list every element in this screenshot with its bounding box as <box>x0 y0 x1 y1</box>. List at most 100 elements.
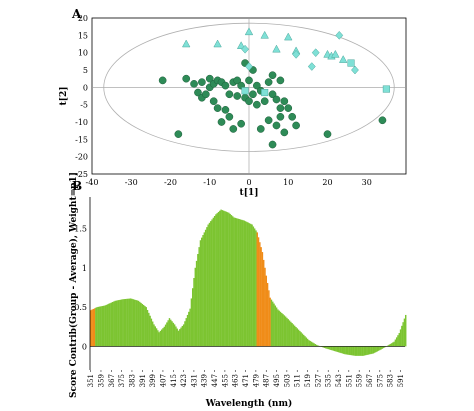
bar <box>195 260 198 347</box>
bar <box>346 346 349 355</box>
bar <box>106 304 109 347</box>
bar <box>250 223 252 347</box>
y-tick-label: -15 <box>75 135 88 144</box>
bar <box>149 315 151 347</box>
point-circle <box>221 81 230 90</box>
panel-a-x-tick-labels: -40 -30 -20 -10 0 10 20 30 <box>86 178 372 187</box>
panel-a-points <box>158 27 390 149</box>
point-circle <box>378 116 387 125</box>
x-tick-label: 375 <box>118 374 126 387</box>
x-tick-label: 495 <box>273 374 281 387</box>
point-diamond <box>241 44 250 54</box>
bar <box>374 346 376 353</box>
bar <box>380 346 382 350</box>
bar <box>151 321 154 347</box>
bar <box>171 321 173 347</box>
bar <box>217 211 220 347</box>
point-triangle <box>244 27 254 36</box>
point-diamond <box>292 50 301 59</box>
point-circle <box>256 125 265 133</box>
bar <box>262 259 265 347</box>
point-diamond <box>335 30 344 40</box>
x-tick-label: 359 <box>97 374 105 387</box>
bar <box>203 232 206 347</box>
point-circle <box>245 76 253 85</box>
bar <box>111 301 114 347</box>
bar <box>122 299 124 347</box>
bar <box>326 346 328 349</box>
bar <box>154 326 156 347</box>
bar <box>96 307 98 347</box>
panel-b-bars <box>90 209 407 356</box>
bar <box>185 318 187 347</box>
hotelling-ellipse <box>103 22 395 152</box>
bar <box>292 324 295 347</box>
bar <box>145 307 147 347</box>
bar <box>212 217 215 347</box>
bar <box>282 314 284 347</box>
bar <box>172 322 175 347</box>
x-tick-label: 591 <box>397 374 405 387</box>
bar <box>190 298 193 347</box>
bar <box>176 328 178 347</box>
bar <box>383 346 385 348</box>
bar <box>118 300 120 347</box>
x-tick-label: 455 <box>221 374 229 387</box>
point-triangle <box>331 49 340 58</box>
x-tick-label: -20 <box>164 178 177 187</box>
bar <box>109 303 111 347</box>
x-tick-label: 423 <box>180 374 188 387</box>
bar <box>349 346 351 356</box>
point-square <box>382 85 390 93</box>
point-circle <box>233 92 242 100</box>
bar <box>221 210 224 347</box>
bar <box>128 298 131 347</box>
bar <box>366 346 368 355</box>
bar <box>367 346 369 355</box>
x-tick-label: 439 <box>201 374 209 387</box>
bar <box>93 308 96 347</box>
point-diamond <box>307 62 316 71</box>
bar <box>257 237 260 347</box>
bar <box>226 212 229 347</box>
bar <box>266 282 269 347</box>
bar <box>303 334 305 347</box>
x-tick-label: 559 <box>356 374 364 387</box>
bar <box>390 343 393 347</box>
x-tick-label: 10 <box>283 178 293 187</box>
bar <box>403 318 406 347</box>
bar <box>117 300 119 347</box>
bar <box>275 307 278 347</box>
point-diamond <box>245 62 253 71</box>
x-tick-label: 575 <box>376 374 384 387</box>
y-tick-label: -20 <box>75 153 88 162</box>
panel-a-letter: A <box>71 7 82 21</box>
bar <box>340 346 342 354</box>
bar <box>399 329 402 347</box>
bar <box>105 304 107 347</box>
bar <box>322 346 324 348</box>
bar <box>268 290 270 347</box>
x-tick-label: 503 <box>283 374 291 387</box>
bar <box>208 222 211 347</box>
x-tick-label: 551 <box>345 374 353 387</box>
bar <box>274 305 277 347</box>
bar <box>362 346 364 356</box>
panel-a-y-tick-labels: 20 15 10 5 0 -5 -10 -15 -20 -25 <box>75 14 88 179</box>
bar <box>392 342 394 347</box>
bar <box>184 321 186 347</box>
y-tick-label: -25 <box>75 170 88 179</box>
point-circle <box>272 121 281 130</box>
bar <box>220 209 222 347</box>
bar <box>379 346 381 351</box>
point-circle <box>288 112 297 121</box>
bar <box>395 337 398 347</box>
x-tick-label: 519 <box>304 374 312 387</box>
bar <box>381 346 384 349</box>
point-circle <box>182 74 191 83</box>
point-circle <box>237 119 245 128</box>
x-tick-label: 415 <box>170 374 178 387</box>
bar <box>376 346 379 352</box>
bar <box>355 346 358 356</box>
bar <box>146 309 149 347</box>
